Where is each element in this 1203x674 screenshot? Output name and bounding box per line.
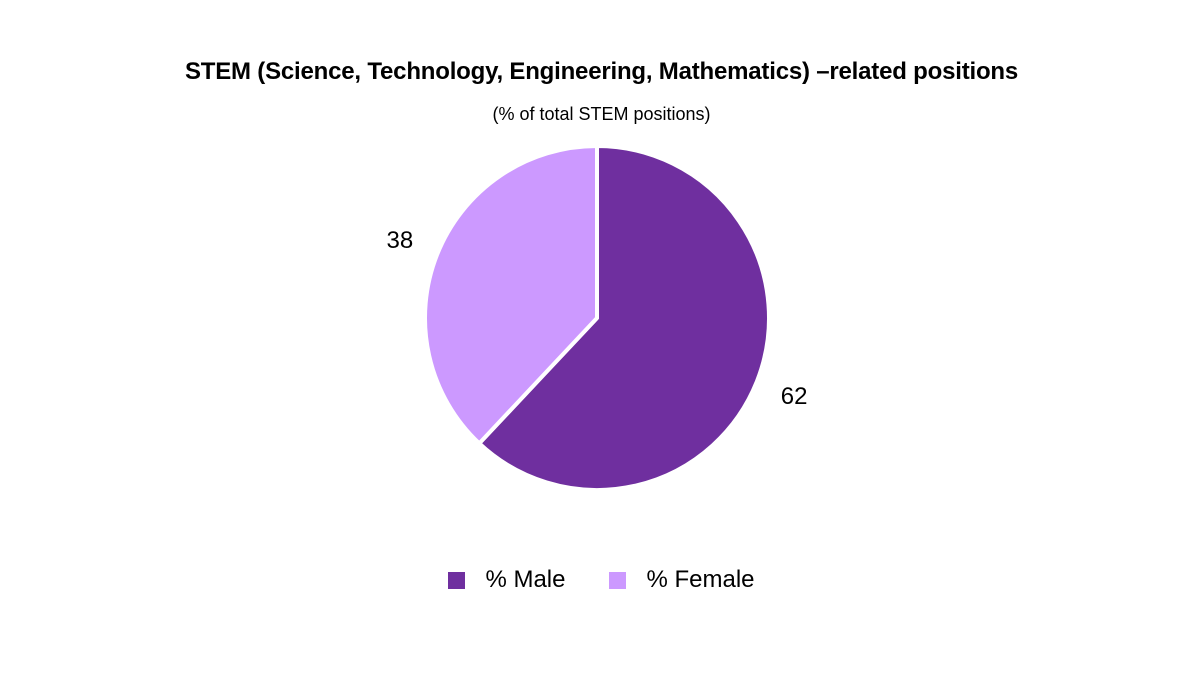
legend-label-male: % Male [485, 566, 566, 593]
data-label-female: 38 [387, 227, 414, 254]
legend-item-male: % Male [448, 566, 565, 594]
legend-swatch-female [609, 571, 627, 589]
chart-title: STEM (Science, Technology, Engineering, … [184, 58, 1019, 85]
legend: % Male % Female [0, 566, 1203, 594]
legend-label-female: % Female [646, 566, 755, 593]
legend-item-female: % Female [609, 566, 755, 594]
pie-slice-male [477, 144, 771, 492]
data-label-male: 62 [781, 383, 808, 410]
legend-swatch-male [448, 571, 466, 589]
pie-slice-female [423, 144, 599, 446]
chart-subtitle: (% of total STEM positions) [492, 104, 711, 124]
